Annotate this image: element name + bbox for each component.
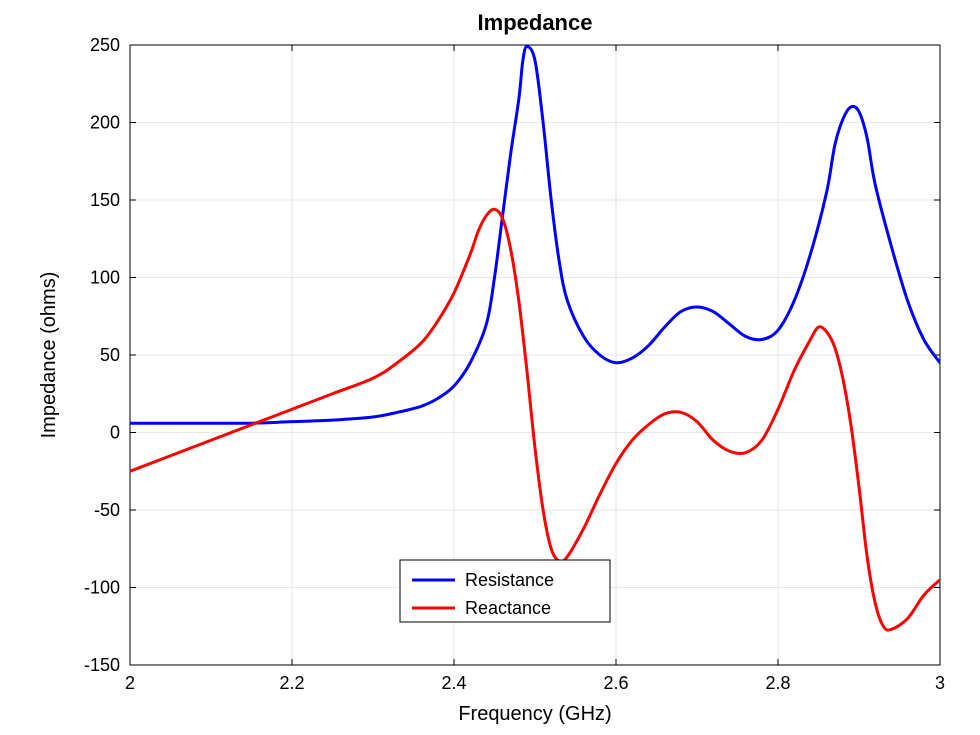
chart-container: 2 2.2 2.4 2.6 2.8 3 -150 -100 -50 0 50 100 150 200 250…: [0, 0, 980, 735]
ytick-label: -150: [84, 655, 120, 675]
xtick-label: 2.4: [441, 673, 466, 693]
ytick-label: 100: [90, 268, 120, 288]
ytick-label: 200: [90, 113, 120, 133]
legend-label-reactance: Reactance: [465, 598, 551, 618]
xtick-label: 2: [125, 673, 135, 693]
xtick-label: 3: [935, 673, 945, 693]
xtick-label: 2.2: [279, 673, 304, 693]
xtick-label: 2.6: [603, 673, 628, 693]
ytick-label: 150: [90, 190, 120, 210]
x-axis-label: Frequency (GHz): [458, 703, 611, 725]
legend-label-resistance: Resistance: [465, 570, 554, 590]
ytick-label: -50: [94, 500, 120, 520]
xtick-label: 2.8: [765, 673, 790, 693]
ytick-label: 250: [90, 35, 120, 55]
chart-title: Impedance: [478, 10, 593, 35]
chart-background: [0, 0, 980, 735]
ytick-label: 0: [110, 423, 120, 443]
y-axis-label: Impedance (ohms): [38, 272, 60, 439]
ytick-label: 50: [100, 345, 120, 365]
ytick-label: -100: [84, 578, 120, 598]
chart-svg: 2 2.2 2.4 2.6 2.8 3 -150 -100 -50 0 50 100 150 200 250…: [0, 0, 980, 735]
